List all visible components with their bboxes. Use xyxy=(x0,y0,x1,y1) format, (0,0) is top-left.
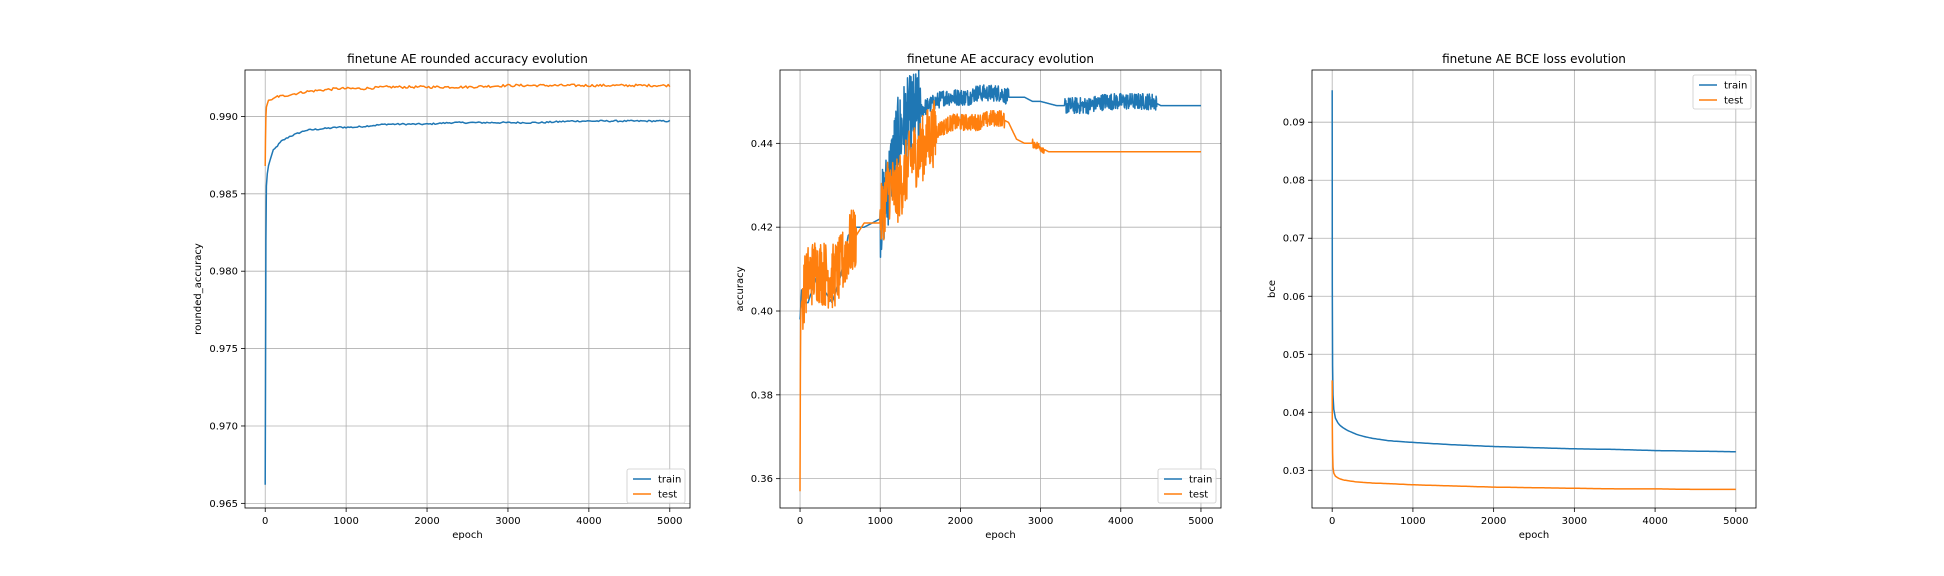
legend: train test xyxy=(626,468,686,504)
legend-label-test: test xyxy=(1189,490,1208,501)
y-tick-label: 0.07 xyxy=(1283,234,1305,245)
y-tick-label: 0.970 xyxy=(209,421,238,432)
legend: train test xyxy=(1157,468,1217,504)
legend-label-train: train xyxy=(1189,475,1212,486)
legend-label-test: test xyxy=(658,490,677,501)
x-tick-label: 5000 xyxy=(1188,516,1213,527)
y-tick-label: 0.38 xyxy=(751,390,773,401)
y-tick-label: 0.42 xyxy=(751,223,773,234)
y-tick-label: 0.965 xyxy=(209,499,238,510)
x-tick-label: 1000 xyxy=(1400,516,1425,527)
series-line-test xyxy=(1331,380,1736,491)
chart-accuracy: 0 1000 2000 3000 4000 5000 0.36 0.38 0.40 0.42 0.4… xyxy=(735,52,1222,541)
y-tick-label: 0.05 xyxy=(1283,350,1305,361)
y-tick-label: 0.40 xyxy=(751,307,773,318)
chart-bce-loss: 0 1000 2000 3000 4000 5000 0.03 0.04 0.05 0.06 0.0… xyxy=(1267,52,1757,541)
series-line-test xyxy=(264,83,671,167)
x-tick-label: 0 xyxy=(1329,516,1335,527)
y-tick-label: 0.990 xyxy=(209,112,238,123)
x-axis-label: epoch xyxy=(1519,530,1549,541)
legend-label-train: train xyxy=(1724,81,1747,92)
y-tick-label: 0.36 xyxy=(751,474,773,485)
y-axis-label: bce xyxy=(1267,280,1278,298)
x-tick-label: 4000 xyxy=(576,516,601,527)
x-tick-label: 3000 xyxy=(1562,516,1587,527)
axes-frame xyxy=(244,69,691,509)
x-tick-label: 5000 xyxy=(657,516,682,527)
y-tick-label: 0.03 xyxy=(1283,466,1305,477)
x-tick-label: 1000 xyxy=(333,516,358,527)
x-tick-label: 5000 xyxy=(1723,516,1748,527)
y-tick-label: 0.44 xyxy=(751,139,773,150)
x-tick-label: 3000 xyxy=(495,516,520,527)
series-line-train xyxy=(264,119,671,485)
x-tick-label: 3000 xyxy=(1028,516,1053,527)
x-tick-label: 4000 xyxy=(1108,516,1133,527)
y-tick-label: 0.08 xyxy=(1283,176,1305,187)
chart-title: finetune AE rounded accuracy evolution xyxy=(347,52,588,66)
x-tick-label: 2000 xyxy=(1481,516,1506,527)
series-line-train xyxy=(799,70,1202,320)
series-line-train xyxy=(1331,90,1736,453)
legend: train test xyxy=(1692,74,1752,110)
y-tick-label: 0.985 xyxy=(209,189,238,200)
legend-label-test: test xyxy=(1724,96,1743,107)
x-tick-label: 4000 xyxy=(1642,516,1667,527)
y-axis-label: rounded_accuracy xyxy=(193,243,204,335)
axes-frame xyxy=(779,69,1222,509)
series-line-test xyxy=(799,100,1202,492)
chart-title: finetune AE BCE loss evolution xyxy=(1442,52,1626,66)
x-axis-label: epoch xyxy=(985,530,1015,541)
x-tick-label: 1000 xyxy=(868,516,893,527)
chart-rounded-accuracy: 0 1000 2000 3000 4000 5000 0.965 0.970 0.975 0.98… xyxy=(193,52,691,541)
y-tick-label: 0.975 xyxy=(209,344,238,355)
x-tick-label: 2000 xyxy=(948,516,973,527)
y-axis-label: accuracy xyxy=(735,266,746,311)
legend-label-train: train xyxy=(658,475,681,486)
y-tick-label: 0.980 xyxy=(209,267,238,278)
x-tick-label: 0 xyxy=(262,516,268,527)
x-tick-label: 2000 xyxy=(414,516,439,527)
x-tick-label: 0 xyxy=(797,516,803,527)
y-tick-label: 0.09 xyxy=(1283,118,1305,129)
y-tick-label: 0.04 xyxy=(1283,408,1305,419)
x-axis-label: epoch xyxy=(452,530,482,541)
y-tick-label: 0.06 xyxy=(1283,292,1305,303)
axes-frame xyxy=(1311,69,1757,509)
chart-title: finetune AE accuracy evolution xyxy=(907,52,1094,66)
